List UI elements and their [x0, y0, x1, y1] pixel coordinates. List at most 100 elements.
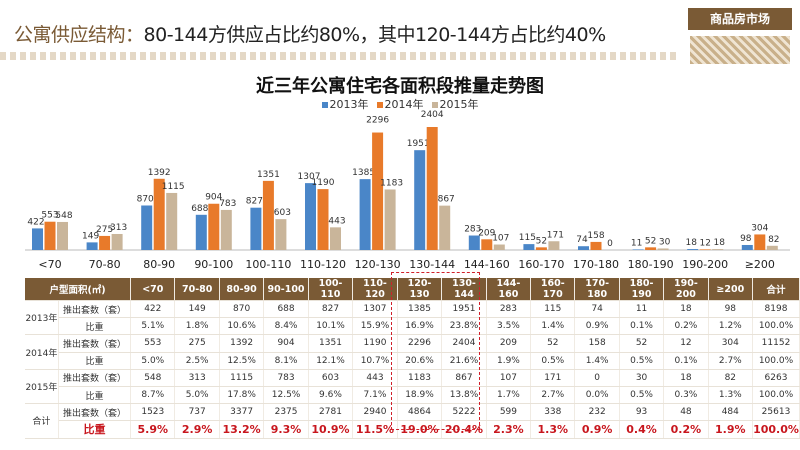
- legend-swatch: [376, 102, 383, 108]
- category-label: 70-80: [89, 258, 121, 271]
- table-row: 比重 8.7% 5.0% 17.8% 12.5% 9.6% 7.1% 18.9% 13.8% 1.…: [25, 386, 800, 405]
- bar: [250, 207, 262, 250]
- table-cell: 30: [619, 369, 665, 387]
- bar: [141, 205, 153, 250]
- table-cell: 1183: [397, 369, 443, 387]
- category-label: 100-110: [245, 258, 291, 271]
- table-cell: 3.5%: [486, 317, 532, 336]
- bar: [32, 228, 43, 250]
- legend-swatch: [321, 102, 328, 108]
- bar: [99, 235, 111, 250]
- table-cell: 1351: [308, 334, 354, 353]
- bar: [741, 244, 753, 250]
- table-cell: 2.5%: [174, 352, 220, 370]
- table-cell: 1.4%: [530, 317, 576, 336]
- bar: [535, 247, 547, 250]
- bar: [330, 227, 341, 250]
- table-cell: 8.4%: [263, 317, 309, 336]
- table-cell: 115: [530, 300, 576, 319]
- table-cell: 304: [708, 334, 753, 353]
- table-cell: 11.5%: [352, 420, 398, 439]
- bar: [305, 183, 316, 250]
- category-label: 180-190: [628, 258, 674, 271]
- table-cell: 9.3%: [263, 420, 309, 439]
- data-label: 98: [740, 234, 752, 244]
- table-cell: 283: [486, 300, 532, 319]
- data-label: 12: [699, 238, 710, 248]
- table-cell: 2.7%: [708, 352, 753, 370]
- table-cell: 10.6%: [219, 317, 265, 336]
- data-label: 867: [438, 195, 455, 205]
- table-cell: 比重: [58, 420, 132, 439]
- legend-item: 2015年: [431, 98, 479, 111]
- row-group-label: 2013年: [25, 300, 59, 336]
- bar: [699, 249, 711, 250]
- category-label: 190-200: [682, 258, 728, 271]
- table-header: 户型面积(㎡) <70 70-80 80-90 90-100 100-110 110-120…: [25, 278, 800, 301]
- table-cell: 783: [263, 369, 309, 387]
- bar: [414, 150, 426, 250]
- data-label: 1951: [407, 139, 430, 149]
- legend-item: 2013年: [321, 98, 369, 111]
- header-cell: 70-80: [174, 278, 220, 301]
- table-cell: 100.0%: [752, 352, 800, 370]
- table-cell: 209: [486, 334, 532, 353]
- row-group-label: 2015年: [25, 369, 59, 405]
- bar: [590, 241, 602, 250]
- category-label: 90-100: [194, 258, 233, 271]
- table-cell: 10.7%: [352, 352, 398, 370]
- table-cell: 0.0%: [574, 386, 620, 405]
- table-cell: 5.0%: [174, 386, 220, 405]
- bar: [712, 249, 724, 250]
- category-label: 160-170: [518, 258, 564, 271]
- bar: [372, 132, 384, 250]
- table-cell: 2.9%: [174, 420, 220, 439]
- table-cell: 10.9%: [308, 420, 354, 439]
- table-cell: 0.5%: [619, 352, 665, 370]
- data-label: 1183: [380, 178, 403, 188]
- table-cell: 100.0%: [752, 386, 800, 405]
- table-cell: 1392: [219, 334, 265, 353]
- table-cell: 20.6%: [397, 352, 443, 370]
- row-group-label: 2014年: [25, 334, 59, 370]
- table-cell: 93: [619, 403, 665, 422]
- table-row: 比重 5.0% 2.5% 12.5% 8.1% 12.1% 10.7% 20.6% 21.6% 1…: [25, 352, 800, 370]
- table-cell: 6263: [752, 369, 800, 387]
- data-label: 603: [274, 208, 291, 218]
- data-label: 783: [219, 199, 236, 209]
- table-cell: 107: [486, 369, 532, 387]
- bar: [220, 209, 232, 250]
- table-cell: 2.3%: [486, 420, 532, 439]
- chart-title: 近三年公寓住宅各面积段推量走势图: [256, 76, 544, 97]
- table-cell: 2296: [397, 334, 443, 353]
- header-cell: 170-180: [574, 278, 620, 301]
- roof-image: [690, 36, 790, 64]
- table-cell: 18: [663, 369, 709, 387]
- table-row: 2014年 推出套数（套） 553 275 1392 904 1351 1190 2296 240…: [25, 334, 800, 370]
- header-cell: <70: [130, 278, 176, 301]
- table-cell: 827: [308, 300, 354, 319]
- table-cell: 100.0%: [752, 420, 800, 439]
- data-label: 11: [631, 238, 642, 248]
- table-cell: 0.1%: [663, 352, 709, 370]
- data-label: 904: [205, 193, 222, 203]
- bar: [687, 249, 699, 250]
- data-label: 74: [576, 235, 588, 245]
- table-cell: 21.6%: [441, 352, 487, 370]
- data-label: 443: [328, 216, 345, 226]
- table-row: 合计 推出套数（套） 1523 737 3377 2375 2781 2940 4864 5222…: [25, 403, 800, 439]
- data-label: 209: [478, 228, 495, 238]
- data-label: 688: [191, 204, 208, 214]
- data-label: 52: [536, 236, 547, 246]
- table-cell: 1.7%: [486, 386, 532, 405]
- bar: [166, 192, 178, 250]
- table-cell: 338: [530, 403, 576, 422]
- table-cell: 9.6%: [308, 386, 354, 405]
- data-label: 18: [713, 238, 725, 248]
- table-row: 2013年 推出套数（套） 422 149 870 688 827 1307 1385 1951 2…: [25, 300, 800, 336]
- table-cell: 5.9%: [130, 420, 176, 439]
- data-label: 1307: [298, 172, 321, 182]
- table-cell: 1.3%: [530, 420, 576, 439]
- table-cell: 52: [530, 334, 576, 353]
- legend-swatch: [431, 102, 438, 108]
